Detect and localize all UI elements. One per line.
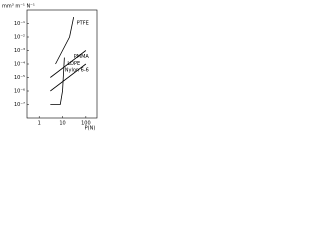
y-tick-label: 10⁻⁵ xyxy=(14,75,25,81)
y-tick-label: 10⁻¹ xyxy=(14,21,25,27)
series-line xyxy=(50,63,87,92)
series-line xyxy=(55,16,75,65)
y-tick-label: 10⁻⁴ xyxy=(14,62,25,68)
y-tick-label: 10⁻⁶ xyxy=(14,89,25,95)
chart: mm³ m⁻¹ N⁻¹ P(N) 10⁻¹ 10⁻² 10⁻³ 10⁻⁴ 10⁻⁵ 10⁻… xyxy=(2,4,98,132)
x-axis-title: P(N) xyxy=(85,126,96,132)
y-tick-label: 10⁻⁷ xyxy=(14,102,25,108)
x-tick-label: 10 xyxy=(59,121,65,127)
y-tick-label: 10⁻² xyxy=(14,35,25,41)
series-line xyxy=(50,50,87,78)
series-label: PMMA xyxy=(74,54,90,60)
series-line xyxy=(50,57,65,105)
series-label: LDPE xyxy=(67,61,80,67)
x-tick-label: 1 xyxy=(38,121,41,127)
series-label: PTFE xyxy=(77,21,89,27)
series-label: Nylon 6-6 xyxy=(65,68,89,74)
y-axis-title: mm³ m⁻¹ N⁻¹ xyxy=(2,4,35,10)
page: mm³ m⁻¹ N⁻¹ P(N) 10⁻¹ 10⁻² 10⁻³ 10⁻⁴ 10⁻⁵ 10⁻… xyxy=(2,3,98,132)
x-tick-label: 100 xyxy=(81,121,91,127)
y-tick-label: 10⁻³ xyxy=(14,48,25,54)
